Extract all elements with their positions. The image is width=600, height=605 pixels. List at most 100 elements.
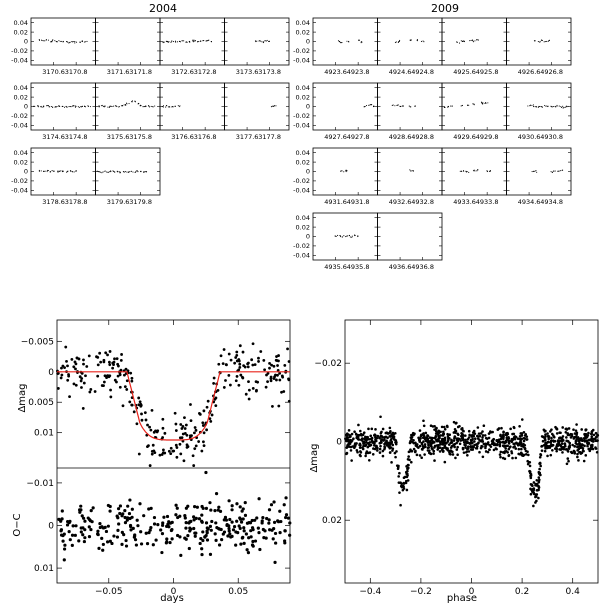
data-point <box>524 433 528 436</box>
data-point <box>70 170 72 172</box>
residual-point <box>167 525 171 529</box>
residual-point <box>116 516 120 520</box>
residual-point <box>206 527 210 531</box>
panel-frame <box>312 82 378 131</box>
data-point <box>235 350 239 354</box>
data-point <box>135 422 139 426</box>
data-point <box>358 443 362 446</box>
residual-point <box>260 519 264 523</box>
data-point <box>340 42 342 44</box>
residual-point <box>134 543 138 547</box>
data-point <box>181 432 185 436</box>
data-point <box>258 40 260 42</box>
data-point <box>75 105 77 107</box>
data-point <box>538 467 541 471</box>
data-point <box>562 447 566 451</box>
residual-point <box>273 531 278 536</box>
data-point <box>135 170 137 172</box>
residual-point <box>242 541 246 545</box>
data-point <box>537 486 541 490</box>
sub-panel: 4934.6 4934.8 <box>506 147 572 206</box>
residual-point <box>124 538 128 543</box>
data-point <box>60 373 64 377</box>
data-point <box>130 403 134 407</box>
data-point <box>472 103 474 105</box>
residual-point <box>110 541 114 546</box>
residual-point <box>194 531 198 535</box>
data-point <box>432 441 436 444</box>
data-point <box>366 445 370 449</box>
data-point <box>156 429 160 433</box>
data-point <box>455 437 459 441</box>
data-point <box>375 445 378 449</box>
data-point <box>102 380 106 384</box>
data-point <box>265 40 267 42</box>
residual-point <box>97 546 101 550</box>
data-point <box>565 427 568 431</box>
data-point <box>536 171 538 173</box>
sub-panel: 4930.6 4930.8 <box>506 82 572 141</box>
data-point <box>513 437 517 441</box>
residual-point <box>138 502 142 506</box>
data-point <box>552 434 555 437</box>
data-point <box>474 40 476 42</box>
data-point <box>439 430 442 434</box>
data-point <box>101 172 103 174</box>
data-point <box>397 475 400 478</box>
x-tick-label: −0.05 <box>95 587 123 597</box>
data-point <box>537 41 539 43</box>
data-point <box>63 366 66 370</box>
data-point <box>233 361 237 365</box>
data-point <box>433 425 436 428</box>
data-point <box>573 445 577 448</box>
data-point <box>355 436 359 440</box>
residual-point <box>220 537 224 542</box>
data-point <box>523 447 527 451</box>
data-point <box>439 434 443 437</box>
residual-point <box>261 515 265 520</box>
data-point <box>373 447 377 451</box>
data-point <box>477 169 479 171</box>
data-point <box>50 105 53 108</box>
data-point <box>465 450 469 453</box>
data-point <box>241 375 244 379</box>
y-tick-label: 0.04 <box>296 19 310 27</box>
data-point <box>106 171 108 173</box>
data-point <box>132 410 136 414</box>
data-point <box>421 448 424 451</box>
residual-point <box>165 514 170 519</box>
data-point <box>468 433 471 437</box>
residual-point <box>120 542 124 547</box>
data-point <box>381 435 384 439</box>
data-point <box>227 352 231 356</box>
residual-point <box>61 539 65 543</box>
data-point <box>535 478 539 482</box>
data-point <box>558 431 561 434</box>
panel-frame <box>377 147 443 196</box>
y-tick-label: 0 <box>306 38 310 46</box>
data-point <box>378 447 382 451</box>
data-point <box>561 435 565 438</box>
x-tick-label: 0 <box>171 587 177 597</box>
data-point <box>473 437 477 441</box>
data-point <box>517 447 521 451</box>
data-point <box>74 383 78 387</box>
data-point <box>337 40 339 42</box>
data-point <box>541 439 545 443</box>
data-point <box>79 41 81 44</box>
x-tick-label: 4933.8 <box>476 198 499 206</box>
data-point <box>99 360 103 364</box>
data-point <box>238 365 242 369</box>
data-point <box>394 41 396 44</box>
x-tick-label: 3172.8 <box>194 68 217 76</box>
data-point <box>96 170 98 172</box>
data-point <box>498 444 502 448</box>
residual-point <box>80 514 84 518</box>
data-point <box>192 39 194 41</box>
data-point <box>487 436 491 440</box>
data-point <box>406 474 409 477</box>
data-point <box>194 444 198 448</box>
data-point <box>73 171 75 173</box>
data-point <box>498 440 502 444</box>
data-point <box>415 443 419 446</box>
